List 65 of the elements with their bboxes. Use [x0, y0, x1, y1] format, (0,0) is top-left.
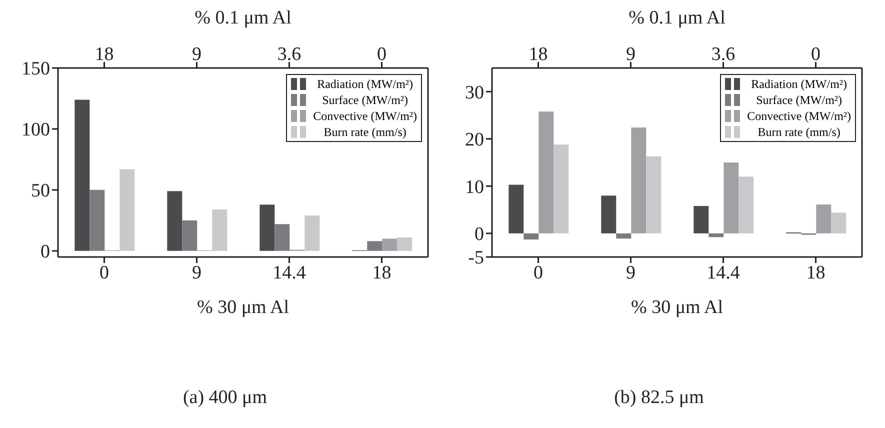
text: 9	[626, 44, 636, 65]
x-tick-label: 14.4	[272, 262, 306, 284]
bar	[538, 111, 554, 234]
bar	[831, 212, 846, 234]
bar	[816, 204, 832, 234]
bar	[367, 241, 382, 251]
y-tick-label: -5	[468, 248, 484, 269]
legend-label: Radiation (MW/m²)	[750, 76, 848, 92]
bar	[260, 204, 275, 251]
text: 18	[528, 44, 548, 65]
x-axis-title: % 30 μm Al	[631, 297, 723, 318]
bar	[90, 190, 105, 251]
bar	[508, 184, 524, 234]
x-tick-label: 0	[100, 262, 109, 284]
bar	[554, 144, 569, 234]
bar	[304, 216, 320, 251]
x-axis-title: % 30 μm Al	[197, 297, 289, 318]
bar	[212, 209, 228, 251]
legend-label: Surface (MW/m²)	[755, 92, 843, 108]
y-tick-label: 30	[465, 82, 484, 104]
bar	[167, 191, 182, 251]
x-tick-label: 0	[534, 262, 543, 284]
y-tick-label: 0	[40, 242, 50, 263]
text: 18	[94, 44, 114, 65]
y-tick-label: 100	[22, 120, 50, 141]
x-tick-label: 14.4	[706, 262, 740, 284]
y-tick-label: 150	[22, 58, 50, 80]
bar	[738, 176, 754, 234]
text: 9	[192, 44, 202, 65]
x2-axis-title: % 0.1 μm Al	[194, 7, 292, 28]
bar	[182, 220, 198, 251]
bar	[708, 233, 724, 238]
bar	[74, 100, 90, 251]
y-tick-label: 20	[465, 130, 484, 151]
x2-axis-title: % 0.1 μm Al	[628, 7, 726, 28]
bar	[601, 196, 616, 234]
bar	[616, 233, 632, 239]
y-tick-label: 50	[31, 180, 50, 202]
y-tick-label: 10	[465, 176, 484, 198]
text: (a) 400 μm	[182, 387, 268, 409]
bar	[646, 156, 662, 234]
text: 0	[811, 44, 820, 65]
bar	[524, 233, 539, 240]
legend-label: Radiation (MW/m²)	[316, 76, 414, 92]
x-tick-label: 9	[626, 262, 636, 284]
legend-label: Convective (MW/m²)	[313, 108, 417, 124]
x-tick-label: 9	[192, 262, 202, 284]
bar	[274, 224, 290, 251]
x-tick-label: 18	[806, 262, 826, 284]
legend-label: Burn rate (mm/s)	[322, 124, 408, 140]
bar	[724, 162, 739, 234]
y-tick-label: 0	[474, 224, 484, 246]
text: (b) 82.5 μm	[613, 387, 705, 409]
legend-label: Surface (MW/m²)	[321, 92, 409, 108]
text: 3.6	[277, 44, 302, 65]
bar	[397, 237, 412, 251]
text: 0	[377, 44, 386, 65]
bar	[120, 169, 135, 251]
bar	[694, 206, 709, 234]
bar	[382, 238, 398, 251]
x-tick-label: 18	[372, 262, 392, 284]
text: 3.6	[711, 44, 736, 65]
legend-label: Burn rate (mm/s)	[756, 124, 842, 140]
legend-label: Convective (MW/m²)	[747, 108, 851, 124]
bar	[631, 128, 646, 234]
